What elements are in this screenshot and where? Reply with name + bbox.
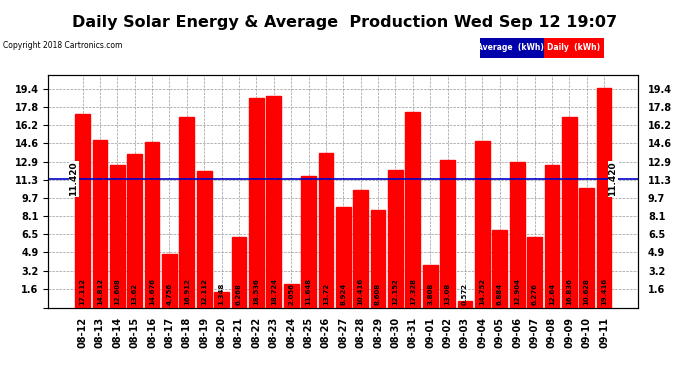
Bar [597, 88, 611, 308]
Text: 0.572: 0.572 [462, 283, 468, 305]
Text: 6.884: 6.884 [497, 283, 503, 305]
Bar [562, 117, 577, 308]
Bar [388, 170, 403, 308]
Bar [110, 165, 125, 308]
Text: 14.812: 14.812 [97, 278, 103, 305]
Text: 1.348: 1.348 [219, 283, 224, 305]
Text: 17.328: 17.328 [410, 278, 416, 305]
Text: 8.924: 8.924 [340, 283, 346, 305]
Text: 14.676: 14.676 [149, 278, 155, 305]
Bar [162, 254, 177, 308]
Text: 16.836: 16.836 [566, 278, 572, 305]
Bar [527, 237, 542, 308]
Text: Daily Solar Energy & Average  Production Wed Sep 12 19:07: Daily Solar Energy & Average Production … [72, 15, 618, 30]
Bar [544, 165, 560, 308]
Text: 18.724: 18.724 [270, 278, 277, 305]
Bar [75, 114, 90, 308]
Bar [319, 153, 333, 308]
Text: 18.536: 18.536 [253, 278, 259, 305]
Bar [353, 190, 368, 308]
Text: 16.912: 16.912 [184, 278, 190, 305]
Text: Average  (kWh): Average (kWh) [477, 44, 544, 52]
Bar [423, 264, 437, 308]
Bar [580, 188, 594, 308]
Text: 19.416: 19.416 [601, 278, 607, 305]
Text: 8.608: 8.608 [375, 283, 381, 305]
Bar [336, 207, 351, 308]
Bar [406, 112, 420, 308]
Text: 3.808: 3.808 [427, 283, 433, 305]
Text: 13.08: 13.08 [444, 283, 451, 305]
Bar [493, 230, 507, 308]
Text: 10.416: 10.416 [357, 278, 364, 305]
Bar [145, 142, 159, 308]
Bar [214, 292, 229, 308]
Text: Daily  (kWh): Daily (kWh) [547, 44, 600, 52]
Bar [475, 141, 490, 308]
Text: 10.628: 10.628 [584, 278, 590, 305]
Text: 12.152: 12.152 [393, 279, 398, 305]
Bar [284, 284, 299, 308]
Bar [510, 162, 524, 308]
Text: 17.112: 17.112 [79, 278, 86, 305]
Text: 13.72: 13.72 [323, 283, 329, 305]
Text: 2.056: 2.056 [288, 284, 294, 305]
Text: Copyright 2018 Cartronics.com: Copyright 2018 Cartronics.com [3, 40, 123, 50]
Bar [197, 171, 212, 308]
Bar [457, 301, 473, 307]
Text: 11.420: 11.420 [609, 161, 618, 196]
Text: 6.276: 6.276 [531, 284, 538, 305]
Text: 12.64: 12.64 [549, 283, 555, 305]
Text: 14.752: 14.752 [480, 278, 485, 305]
Text: 6.268: 6.268 [236, 284, 242, 305]
Text: 4.756: 4.756 [166, 283, 172, 305]
Bar [440, 160, 455, 308]
Text: 13.62: 13.62 [132, 283, 138, 305]
Text: 11.648: 11.648 [306, 278, 311, 305]
Text: 12.112: 12.112 [201, 278, 207, 305]
Bar [301, 176, 316, 308]
Text: 12.904: 12.904 [514, 278, 520, 305]
Bar [127, 154, 142, 308]
Bar [232, 237, 246, 308]
Bar [266, 96, 281, 308]
Text: 11.420: 11.420 [69, 161, 78, 196]
Bar [179, 117, 194, 308]
Bar [371, 210, 386, 308]
Bar [92, 140, 107, 308]
Bar [249, 98, 264, 308]
Text: 12.608: 12.608 [115, 278, 120, 305]
